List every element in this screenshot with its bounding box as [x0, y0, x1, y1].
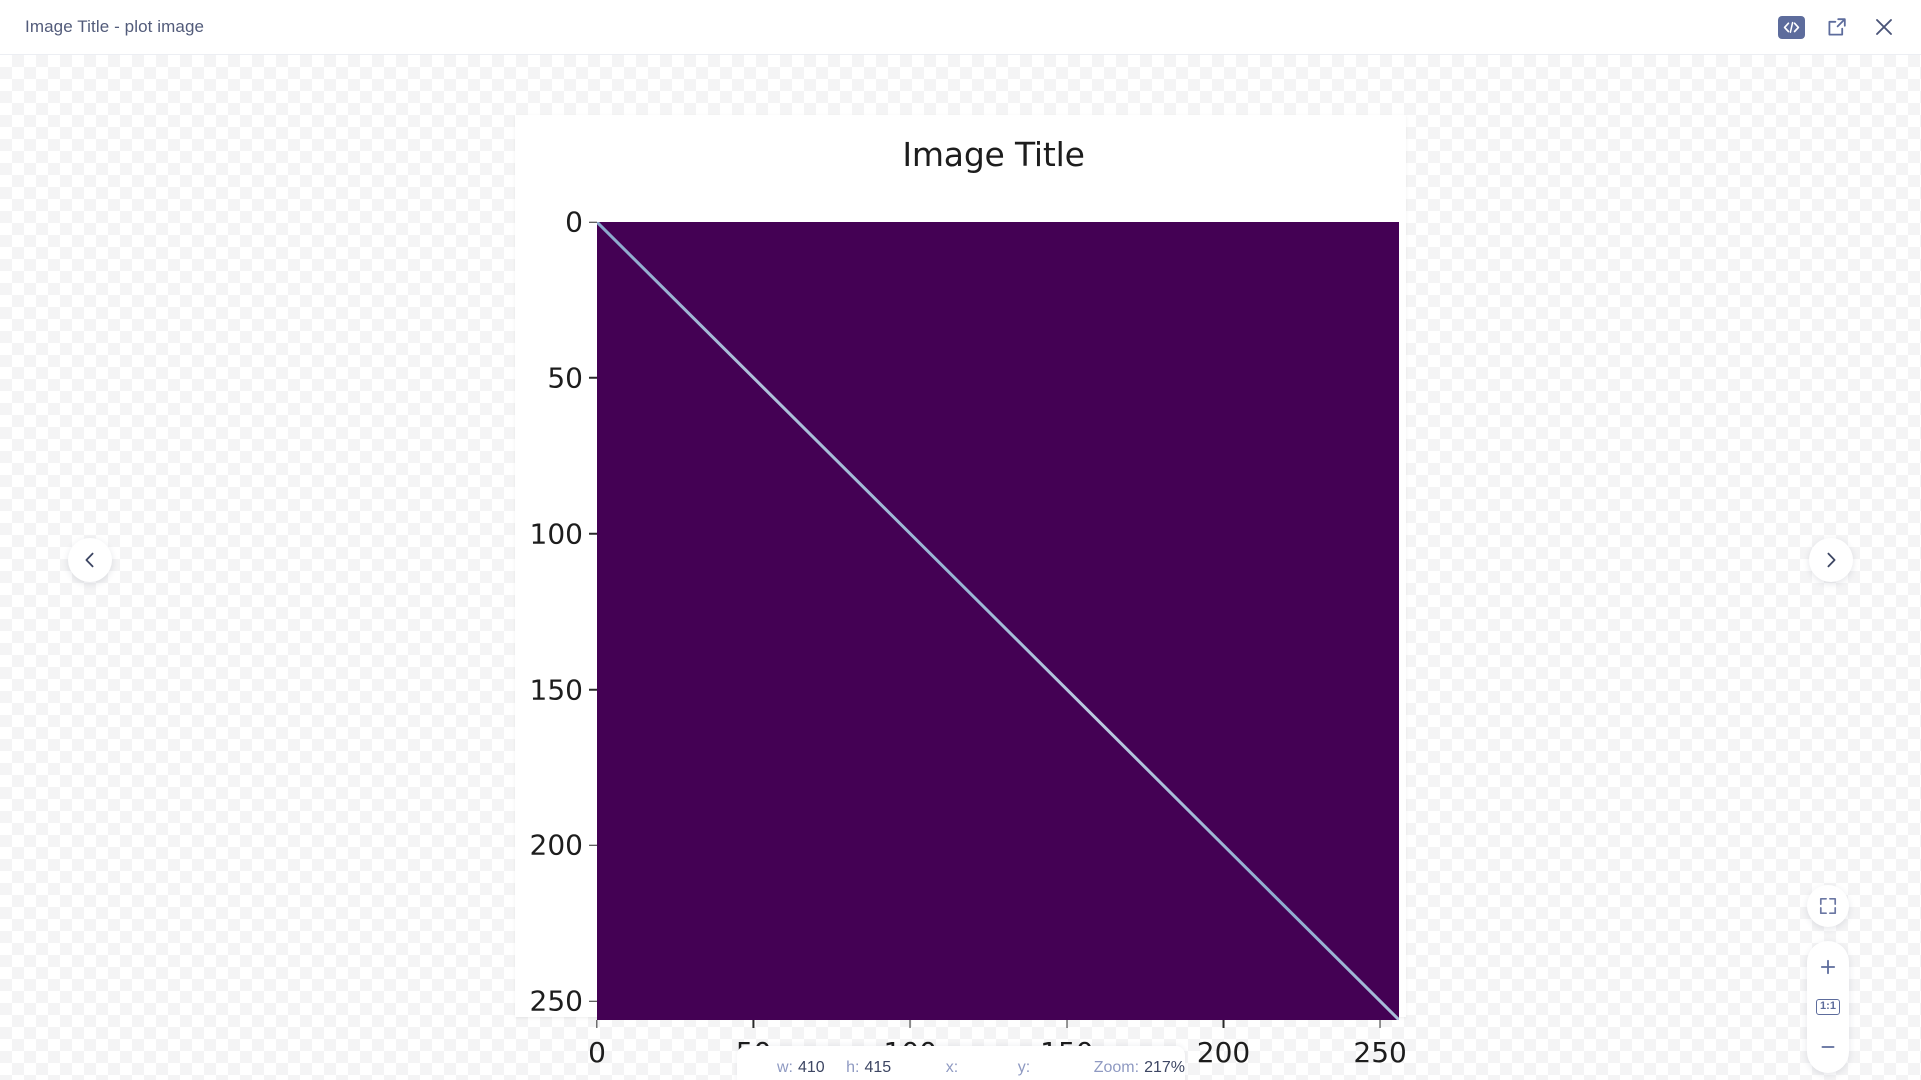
- expand-icon: [1819, 897, 1837, 915]
- close-icon: [1876, 19, 1892, 35]
- chart-title: Image Title: [902, 135, 1085, 174]
- page-title: Image Title - plot image: [25, 17, 205, 36]
- status-width-label: w:: [777, 1059, 793, 1076]
- next-image-button[interactable]: [1809, 538, 1853, 582]
- y-tick-label: 100: [530, 517, 597, 550]
- previous-image-button[interactable]: [68, 538, 112, 582]
- zoom-toolbar: 1:1: [1807, 941, 1849, 1073]
- header-actions: [1778, 12, 1899, 42]
- actual-size-button[interactable]: 1:1: [1807, 987, 1849, 1027]
- minus-icon: [1821, 1046, 1835, 1048]
- plus-icon: [1820, 959, 1836, 975]
- status-x-label: x:: [945, 1059, 959, 1076]
- chevron-left-icon: [85, 552, 94, 568]
- y-tick-label: 50: [547, 361, 597, 394]
- chevron-right-icon: [1827, 552, 1836, 568]
- x-tick-label: 0: [588, 1020, 606, 1069]
- x-tick-label: 200: [1197, 1020, 1250, 1069]
- image-canvas[interactable]: Image Title 0 50 100 150 200 250 0 50 10…: [0, 55, 1921, 1080]
- zoom-out-button[interactable]: [1807, 1027, 1849, 1067]
- status-bar: w: 410 h: 415 x: y: Zoom: 217%: [737, 1046, 1185, 1080]
- status-y: y:: [1018, 1059, 1035, 1077]
- y-tick-label: 250: [530, 985, 597, 1018]
- status-x: x:: [946, 1059, 963, 1077]
- status-zoom-value: 217%: [1144, 1059, 1185, 1076]
- status-height-value: 415: [864, 1059, 892, 1076]
- header-bar: Image Title - plot image: [0, 0, 1921, 55]
- code-icon: [1783, 21, 1800, 33]
- plot-image[interactable]: Image Title 0 50 100 150 200 250 0 50 10…: [515, 115, 1407, 1069]
- status-zoom: Zoom: 217%: [1094, 1059, 1185, 1077]
- open-external-icon: [1828, 18, 1846, 36]
- code-icon-button[interactable]: [1778, 15, 1805, 39]
- y-tick-label: 0: [565, 206, 597, 239]
- status-height-label: h:: [846, 1059, 860, 1076]
- status-zoom-label: Zoom:: [1093, 1059, 1140, 1076]
- ratio-label: 1:1: [1816, 999, 1840, 1015]
- open-external-icon-button[interactable]: [1822, 12, 1852, 42]
- x-tick-label: 250: [1353, 1020, 1406, 1069]
- x-axis: 0 50 100 150 200 250: [588, 222, 1407, 1069]
- close-icon-button[interactable]: [1869, 12, 1899, 42]
- status-width: w: 410: [777, 1059, 825, 1077]
- zoom-in-button[interactable]: [1807, 947, 1849, 987]
- status-y-label: y:: [1017, 1059, 1031, 1076]
- y-axis: 0 50 100 150 200 250: [530, 206, 1399, 1020]
- y-tick-label: 150: [530, 673, 597, 706]
- y-tick-label: 200: [530, 829, 597, 862]
- status-width-value: 410: [798, 1059, 825, 1076]
- fit-to-screen-button[interactable]: [1807, 885, 1849, 927]
- chart-plot-area: [597, 222, 1399, 1020]
- status-height: h: 415: [846, 1059, 891, 1077]
